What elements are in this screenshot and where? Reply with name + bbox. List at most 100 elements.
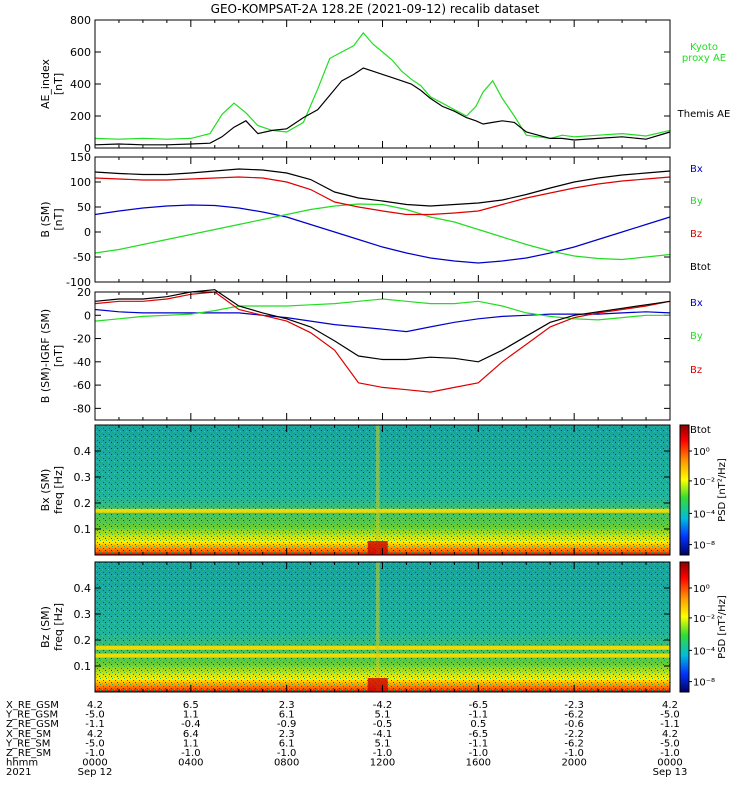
ephemeris-row-label: X_RE_GSM <box>6 700 59 711</box>
ephemeris-cell: 0000 <box>657 758 682 769</box>
ephemeris-cell: Sep 12 <box>78 767 113 778</box>
y-tick-label: 0.3 <box>74 471 92 484</box>
ephemeris-cell: Sep 13 <box>653 767 688 778</box>
series-by <box>94 298 670 322</box>
colorbar <box>679 424 690 556</box>
ephemeris-cell: -6.2 <box>564 738 584 749</box>
y-tick-label: 0.3 <box>74 608 92 621</box>
legend-label: proxy AE <box>682 53 726 64</box>
legend-label: Bz <box>690 229 702 240</box>
y-tick-label: 800 <box>70 14 91 27</box>
ephemeris-cell: 6.5 <box>183 700 199 711</box>
ephemeris-cell: -5.0 <box>85 738 105 749</box>
y-tick-label: 200 <box>70 110 91 123</box>
ephemeris-cell: 5.1 <box>375 738 391 749</box>
y-tick-label: 0.4 <box>74 582 92 595</box>
y-axis-label-units: [nT] <box>52 73 65 95</box>
colorbar-tick-label: 10⁻² <box>693 614 715 625</box>
series-bz <box>94 291 671 393</box>
ephemeris-cell: -4.1 <box>373 729 393 740</box>
ephemeris-cell: -0.6 <box>564 719 584 730</box>
ephemeris-cell: 6.1 <box>279 710 295 721</box>
y-tick-label: -100 <box>66 276 91 289</box>
ephemeris-row-label: Z_RE_SM <box>6 748 51 759</box>
y-tick-label: 50 <box>77 201 91 214</box>
y-tick-label: -80 <box>73 402 91 415</box>
ephemeris-cell: -5.0 <box>660 710 680 721</box>
y-axis-label: Bx (SM) <box>39 469 52 512</box>
series-kyoto-proxy-ae <box>94 31 671 140</box>
legend-label: Btot <box>690 425 711 436</box>
ephemeris-row-label: Y_RE_SM <box>5 738 50 749</box>
ephemeris-cell: 1.1 <box>183 738 199 749</box>
ephemeris-cell: -6.5 <box>469 729 489 740</box>
ephemeris-cell: 1200 <box>370 758 395 769</box>
ephemeris-cell: 4.2 <box>662 700 678 711</box>
time-spike-low-freq <box>367 541 388 555</box>
ephemeris-cell: -1.0 <box>564 748 584 759</box>
ephemeris-cell: -6.2 <box>564 710 584 721</box>
y-tick-label: -60 <box>73 379 91 392</box>
y-axis-label-units: [nT] <box>52 208 65 230</box>
ephemeris-cell: 2000 <box>561 758 586 769</box>
series-btot <box>94 289 671 363</box>
legend-label: By <box>690 196 703 207</box>
ephemeris-cell: -1.1 <box>469 710 489 721</box>
y-tick-label: 100 <box>70 176 91 189</box>
y-axis-label: Bz (SM) <box>39 606 52 648</box>
colorbar-tick-label: 10⁻⁴ <box>693 509 715 520</box>
ephemeris-row-label: hhmm <box>6 758 38 769</box>
panel-frame <box>94 561 671 693</box>
ephemeris-cell: 2.3 <box>279 729 295 740</box>
ephemeris-cell: -2.3 <box>564 700 584 711</box>
y-tick-label: 0.1 <box>74 660 92 673</box>
ephemeris-cell: -1.0 <box>469 748 489 759</box>
panel-frame <box>94 19 671 149</box>
series-bx <box>94 308 671 333</box>
time-spike-low-freq <box>367 678 388 692</box>
panel-frame <box>94 291 671 421</box>
ephemeris-row-label: Y_RE_GSM <box>5 710 58 721</box>
colorbar-tick-label: 10⁻⁸ <box>693 541 715 552</box>
panel-spec_bz: 0.1 0.2 0.3 0.4 10⁰ 10⁻² 10⁻⁴ 10⁻⁸ PSD [nT²/Hz] B… <box>39 561 728 693</box>
ephemeris-cell: -1.0 <box>660 748 680 759</box>
colorbar-tick-label: 10⁰ <box>693 447 710 458</box>
y-tick-label: 0.2 <box>74 497 92 510</box>
ephemeris-cell: -1.1 <box>660 719 680 730</box>
y-tick-label: 150 <box>70 151 91 164</box>
y-tick-label: 0.2 <box>74 634 92 647</box>
legend-label: Bx <box>690 298 703 309</box>
ephemeris-cell: 4.2 <box>87 729 103 740</box>
ephemeris-cell: -0.4 <box>181 719 201 730</box>
y-tick-label: 0.1 <box>74 523 92 536</box>
y-tick-label: 0.4 <box>74 445 92 458</box>
ephemeris-cell: 1600 <box>466 758 491 769</box>
ephemeris-cell: -1.0 <box>181 748 201 759</box>
y-axis-label-units: freq [Hz] <box>52 466 65 514</box>
ephemeris-cell: -5.0 <box>85 710 105 721</box>
ephemeris-cell: 0.5 <box>470 719 486 730</box>
y-tick-label: 600 <box>70 46 91 59</box>
ephemeris-cell: -1.1 <box>85 719 105 730</box>
ephemeris-cell: -5.0 <box>660 738 680 749</box>
y-axis-label: AE_index <box>39 58 52 109</box>
frequency-band-1 <box>95 645 670 650</box>
panel-bigrf: -80 -60 -40 -20 0 20 Bx By Bz Btot B (SM)-IGRF (SM… <box>39 286 711 436</box>
time-spike <box>375 562 380 692</box>
colorbar <box>679 561 690 693</box>
y-axis-label: B (SM)-IGRF (SM) <box>39 309 52 403</box>
colorbar-label: PSD [nT²/Hz] <box>717 595 728 659</box>
ephemeris-row-label: Z_RE_GSM <box>6 719 59 730</box>
legend-label: By <box>690 331 703 342</box>
y-axis-label: B (SM) <box>39 201 52 237</box>
y-tick-label: 20 <box>77 286 91 299</box>
y-tick-label: 0 <box>84 226 91 239</box>
time-spike <box>375 425 380 555</box>
ephemeris-cell: 5.1 <box>375 710 391 721</box>
colorbar-tick-label: 10⁻² <box>693 477 715 488</box>
y-tick-label: 0 <box>84 142 91 155</box>
ephemeris-cell: -1.0 <box>277 748 297 759</box>
ephemeris-cell: 4.2 <box>87 700 103 711</box>
series-bx <box>94 204 671 264</box>
